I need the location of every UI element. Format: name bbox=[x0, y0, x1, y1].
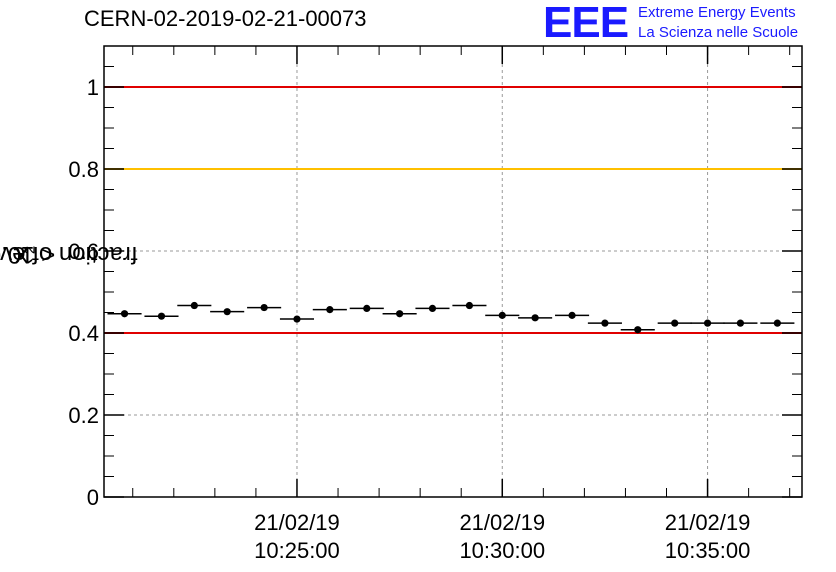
data-point bbox=[190, 301, 198, 310]
y-axis-label-threshold: < 10.0 bbox=[0, 241, 56, 269]
data-point bbox=[223, 308, 231, 316]
eee-logo: EEE bbox=[543, 0, 629, 47]
data-point bbox=[498, 311, 506, 319]
data-point bbox=[671, 319, 679, 327]
x-tick-label-date: 21/02/19 bbox=[254, 510, 340, 535]
data-point bbox=[428, 304, 437, 312]
grid bbox=[104, 46, 802, 497]
data-point bbox=[703, 319, 712, 327]
data-point bbox=[634, 326, 642, 334]
chart-title: CERN-02-2019-02-21-00073 bbox=[84, 6, 367, 31]
data-series bbox=[107, 301, 795, 334]
data-point bbox=[736, 319, 745, 327]
data-point bbox=[601, 319, 609, 327]
x-tick-label-time: 10:35:00 bbox=[665, 538, 751, 563]
data-point bbox=[531, 314, 539, 322]
data-point bbox=[396, 310, 404, 318]
data-point bbox=[465, 301, 474, 310]
x-tick-label-time: 10:25:00 bbox=[254, 538, 340, 563]
data-point bbox=[293, 315, 301, 323]
data-point bbox=[120, 310, 129, 318]
reference-lines bbox=[104, 86, 802, 334]
x-tick-label-date: 21/02/19 bbox=[665, 510, 751, 535]
data-point bbox=[260, 303, 268, 312]
logo-text-line1: Extreme Energy Events bbox=[638, 4, 796, 21]
data-point bbox=[157, 312, 166, 320]
y-tick-label: 0 bbox=[87, 485, 99, 510]
x-tick-label-date: 21/02/19 bbox=[459, 510, 545, 535]
data-point bbox=[326, 306, 334, 314]
x-tick-label-time: 10:30:00 bbox=[459, 538, 545, 563]
y-tick-label: 0.8 bbox=[68, 157, 99, 182]
data-point bbox=[363, 304, 371, 312]
axis-ticks bbox=[104, 45, 802, 498]
y-tick-label: 1 bbox=[87, 75, 99, 100]
logo-text-line2: La Scienza nelle Scuole bbox=[638, 24, 799, 41]
y-tick-label: 0.2 bbox=[68, 403, 99, 428]
y-tick-label: 0.4 bbox=[68, 321, 99, 346]
tick-labels: 0 0.2 0.4 0.6 0.8 1 21/02/19 10:25:00 21/02/19 10… bbox=[68, 75, 750, 563]
plot-frame bbox=[103, 45, 803, 498]
data-point bbox=[773, 319, 781, 327]
data-point bbox=[568, 311, 576, 319]
y-tick-label: 0.6 bbox=[68, 239, 99, 264]
